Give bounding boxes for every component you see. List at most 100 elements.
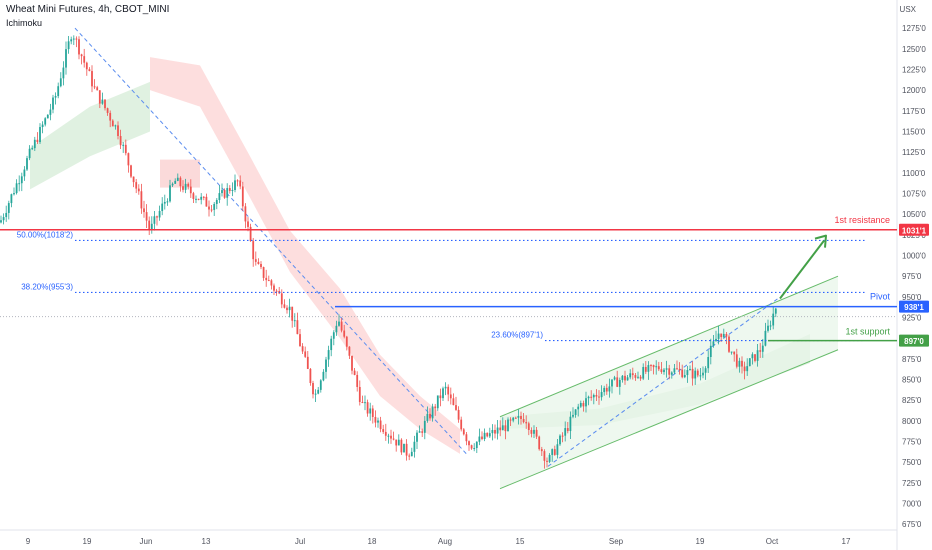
- candle-body: [10, 194, 13, 204]
- candle-body: [98, 90, 101, 104]
- candle-body: [18, 183, 21, 185]
- candle-body: [678, 368, 681, 370]
- candle-body: [733, 351, 736, 355]
- candle-body: [179, 177, 182, 187]
- price-tick-label: 725'0: [902, 479, 922, 488]
- candle-body: [473, 448, 476, 450]
- candle-body: [546, 460, 548, 462]
- fib-label: 38.20%(955'3): [21, 282, 73, 291]
- candle-body: [65, 49, 67, 68]
- candle-body: [288, 306, 291, 311]
- candle-body: [280, 293, 283, 305]
- candle-body: [707, 356, 710, 369]
- price-tick-label: 1050'0: [902, 210, 926, 219]
- candle-body: [210, 209, 213, 211]
- candle-body: [28, 148, 31, 159]
- time-tick-label: 18: [368, 537, 377, 546]
- candle-body: [574, 409, 577, 415]
- candle-body: [533, 429, 535, 434]
- candle-body: [694, 370, 697, 379]
- candle-body: [481, 436, 483, 440]
- resistance-price-label: 1031'1: [902, 226, 927, 235]
- candle-body: [449, 394, 452, 399]
- candle-body: [75, 38, 78, 40]
- time-tick-label: 15: [516, 537, 525, 546]
- candle-body: [767, 325, 769, 331]
- candle-body: [293, 320, 296, 322]
- candle-body: [660, 369, 663, 373]
- candle-body: [397, 439, 400, 446]
- candle-body: [572, 414, 574, 417]
- candle-body: [470, 445, 473, 449]
- candle-body: [5, 212, 8, 218]
- candle-body: [150, 223, 153, 230]
- projection-arrow: [779, 240, 825, 300]
- price-tick-label: 975'0: [902, 272, 922, 281]
- time-tick-label: 9: [26, 537, 31, 546]
- candle-body: [137, 188, 140, 192]
- candle-body: [403, 443, 405, 453]
- candle-body: [200, 196, 203, 200]
- projection-arrow-head: [814, 234, 827, 248]
- fib-label: 50.00%(1018'2): [17, 230, 74, 239]
- candle-body: [512, 417, 515, 421]
- candle-body: [114, 125, 117, 127]
- candle-body: [722, 333, 725, 338]
- candle-body: [241, 186, 244, 207]
- candle-body: [618, 379, 621, 387]
- candle-body: [208, 206, 210, 210]
- candle-body: [663, 369, 665, 373]
- candle-body: [735, 354, 738, 367]
- candle-body: [366, 402, 369, 414]
- candle-body: [559, 435, 561, 445]
- candle-body: [145, 212, 148, 221]
- candle-body: [345, 336, 348, 347]
- price-tick-label: 675'0: [902, 520, 922, 529]
- candle-body: [23, 169, 26, 177]
- time-tick-label: 19: [696, 537, 705, 546]
- candle-body: [431, 406, 434, 419]
- candle-body: [743, 366, 746, 372]
- candle-body: [504, 425, 507, 432]
- candle-body: [257, 261, 260, 264]
- candle-body: [260, 263, 262, 268]
- candle-body: [408, 455, 411, 457]
- ascending-channel: [499, 275, 839, 490]
- candle-body: [772, 313, 775, 326]
- candle-body: [712, 341, 715, 346]
- candle-body: [244, 206, 247, 222]
- candle-body: [184, 183, 187, 190]
- candle-body: [161, 203, 164, 212]
- candle-body: [442, 388, 444, 399]
- candle-body: [514, 417, 517, 419]
- candle-body: [2, 217, 5, 221]
- candle-body: [535, 429, 538, 437]
- time-tick-label: Jun: [140, 537, 153, 546]
- candle-body: [215, 199, 218, 204]
- candle-body: [465, 434, 468, 442]
- candle-body: [384, 431, 387, 436]
- time-tick-label: 13: [202, 537, 211, 546]
- candle-body: [221, 190, 223, 194]
- candle-body: [462, 429, 465, 435]
- candle-body: [379, 420, 382, 430]
- candle-body: [421, 431, 424, 433]
- candle-body: [20, 176, 23, 184]
- candle-body: [330, 338, 333, 351]
- price-tick-label: 700'0: [902, 500, 922, 509]
- candle-body: [351, 355, 353, 371]
- candle-body: [637, 376, 639, 378]
- time-tick-label: Oct: [766, 537, 779, 546]
- ichimoku-cloud-bearish: [150, 57, 460, 454]
- candle-body: [429, 413, 431, 419]
- candle-body: [543, 451, 546, 461]
- candle-body: [0, 220, 2, 223]
- price-tick-label: 875'0: [902, 355, 922, 364]
- candle-body: [452, 398, 455, 406]
- candle-body: [127, 153, 130, 166]
- candle-body: [374, 416, 377, 423]
- candle-body: [592, 394, 595, 398]
- candle-body: [509, 419, 512, 421]
- indicator-label: Ichimoku: [6, 18, 43, 28]
